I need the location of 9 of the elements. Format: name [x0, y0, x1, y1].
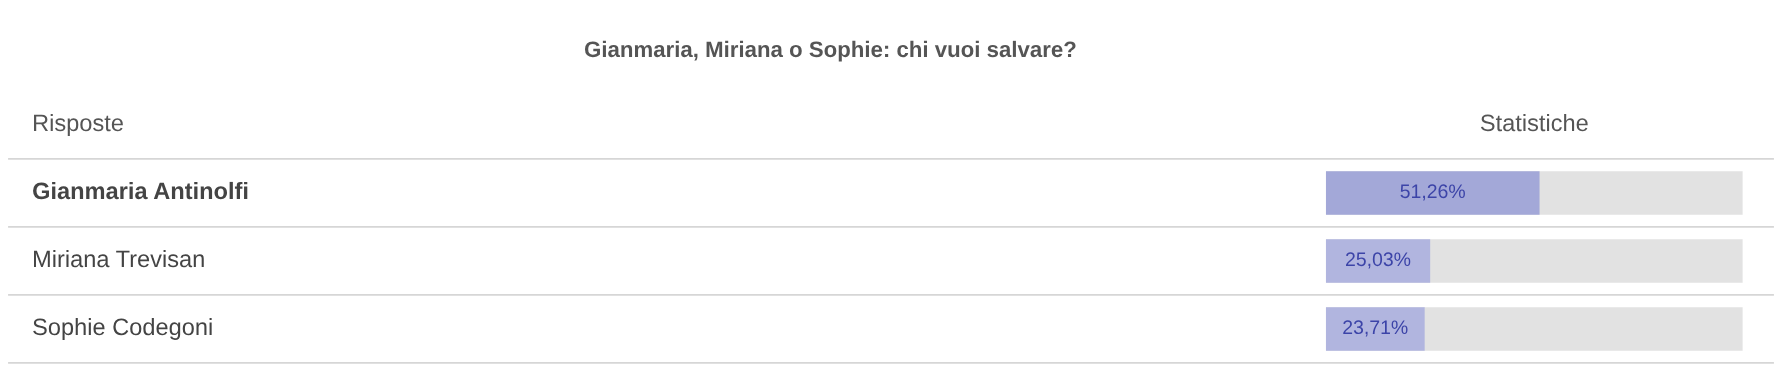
data-label: 23,71%: [1343, 320, 1408, 337]
y-tick-label: Miriana Trevisan: [34, 249, 204, 268]
y-tick-label: Gianmaria Antinolfi: [33, 181, 248, 200]
data-label: 25,03%: [1346, 252, 1411, 269]
y-tick-label: Sophie Codegoni: [33, 317, 212, 340]
text: Gianmaria, Miriana o Sophie: chi vuoi salvare?: [584, 40, 1076, 62]
text: Statistiche: [1480, 113, 1588, 132]
data-label: 51,26%: [1400, 184, 1465, 201]
text: Risposte: [34, 113, 123, 136]
